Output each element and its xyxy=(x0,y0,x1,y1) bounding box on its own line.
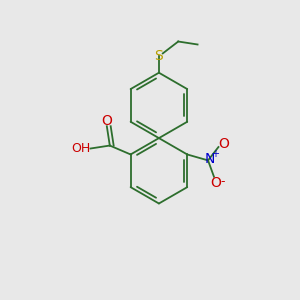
Text: N: N xyxy=(204,152,215,166)
Text: +: + xyxy=(211,149,219,159)
Text: O: O xyxy=(101,114,112,128)
Text: S: S xyxy=(154,50,163,63)
Text: -: - xyxy=(220,175,225,188)
Text: O: O xyxy=(210,176,221,190)
Text: O: O xyxy=(218,137,229,151)
Text: OH: OH xyxy=(71,142,91,155)
